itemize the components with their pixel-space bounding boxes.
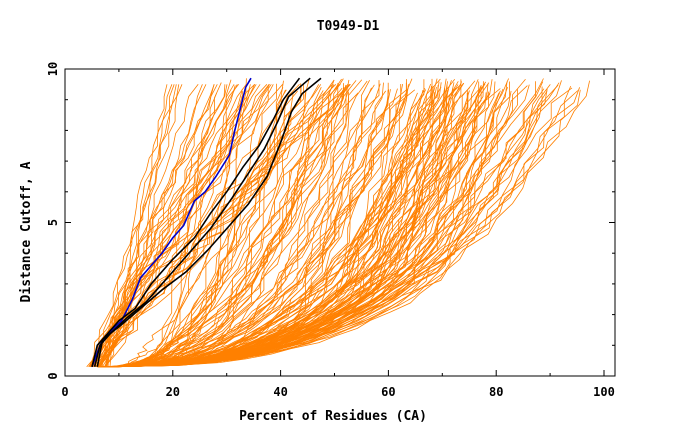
background-model-line bbox=[97, 86, 481, 368]
background-model-line bbox=[102, 92, 307, 368]
background-model-line bbox=[99, 78, 441, 368]
background-model-line bbox=[109, 83, 489, 368]
background-model-line bbox=[90, 84, 271, 367]
background-model-line bbox=[113, 79, 363, 368]
background-model-line bbox=[103, 92, 408, 368]
x-tick-label: 60 bbox=[381, 385, 395, 399]
background-model-line bbox=[108, 78, 509, 368]
background-model-line bbox=[100, 83, 277, 368]
background-model-line bbox=[97, 84, 375, 368]
y-tick-label: 10 bbox=[46, 62, 60, 76]
background-model-line bbox=[101, 92, 350, 368]
background-model-line bbox=[91, 84, 256, 368]
background-model-line bbox=[99, 82, 384, 368]
model-series-lines bbox=[91, 77, 322, 368]
background-model-line bbox=[105, 87, 345, 368]
background-model-line bbox=[103, 79, 310, 368]
background-model-line bbox=[95, 84, 235, 367]
background-model-line bbox=[97, 78, 342, 368]
background-model-line bbox=[91, 84, 247, 368]
background-model-line bbox=[94, 84, 173, 367]
background-model-line bbox=[110, 88, 398, 368]
highlight-series-line bbox=[91, 77, 252, 368]
background-model-line bbox=[102, 81, 440, 368]
background-model-line bbox=[103, 85, 236, 368]
background-model-line bbox=[101, 89, 287, 368]
x-tick-label: 100 bbox=[593, 385, 615, 399]
background-model-line bbox=[103, 81, 508, 368]
background-model-line bbox=[109, 88, 350, 368]
background-model-line bbox=[103, 89, 581, 368]
y-tick-label: 5 bbox=[46, 219, 60, 226]
background-model-line bbox=[98, 87, 322, 368]
background-model-line bbox=[108, 80, 368, 368]
background-model-line bbox=[104, 84, 341, 368]
background-model-line bbox=[99, 81, 463, 368]
background-model-line bbox=[98, 84, 226, 368]
x-tick-label: 40 bbox=[273, 385, 287, 399]
reference-series-line-1 bbox=[91, 77, 301, 367]
y-axis-label: Distance Cutoff, A bbox=[19, 161, 34, 302]
background-model-line bbox=[103, 89, 390, 368]
x-tick-label: 20 bbox=[166, 385, 180, 399]
background-model-line bbox=[108, 86, 434, 368]
background-model-lines bbox=[86, 78, 590, 368]
background-model-line bbox=[97, 81, 448, 368]
background-model-line bbox=[108, 86, 543, 368]
background-model-line bbox=[110, 78, 438, 368]
background-model-line bbox=[98, 84, 175, 367]
background-model-line bbox=[111, 86, 437, 368]
x-tick-label: 0 bbox=[61, 385, 68, 399]
y-tick-label: 0 bbox=[46, 372, 60, 379]
axis-ticks: 0 20 40 60 80 100 0 5 10 bbox=[46, 62, 615, 399]
background-model-line bbox=[110, 78, 344, 368]
reference-series-line-3 bbox=[96, 77, 322, 367]
background-model-line bbox=[104, 80, 370, 368]
background-model-line bbox=[93, 84, 218, 367]
chart-title: T0949-D1 bbox=[317, 19, 380, 34]
background-model-line bbox=[105, 84, 183, 367]
background-model-line bbox=[89, 84, 215, 367]
background-model-line bbox=[104, 84, 551, 368]
background-model-line bbox=[99, 93, 294, 368]
x-tick-label: 80 bbox=[489, 385, 503, 399]
background-model-line bbox=[107, 83, 339, 368]
x-axis-label: Percent of Residues (CA) bbox=[239, 409, 427, 424]
background-model-line bbox=[97, 84, 300, 367]
background-model-line bbox=[108, 79, 462, 368]
background-model-line bbox=[105, 92, 359, 368]
background-model-line bbox=[111, 92, 468, 368]
